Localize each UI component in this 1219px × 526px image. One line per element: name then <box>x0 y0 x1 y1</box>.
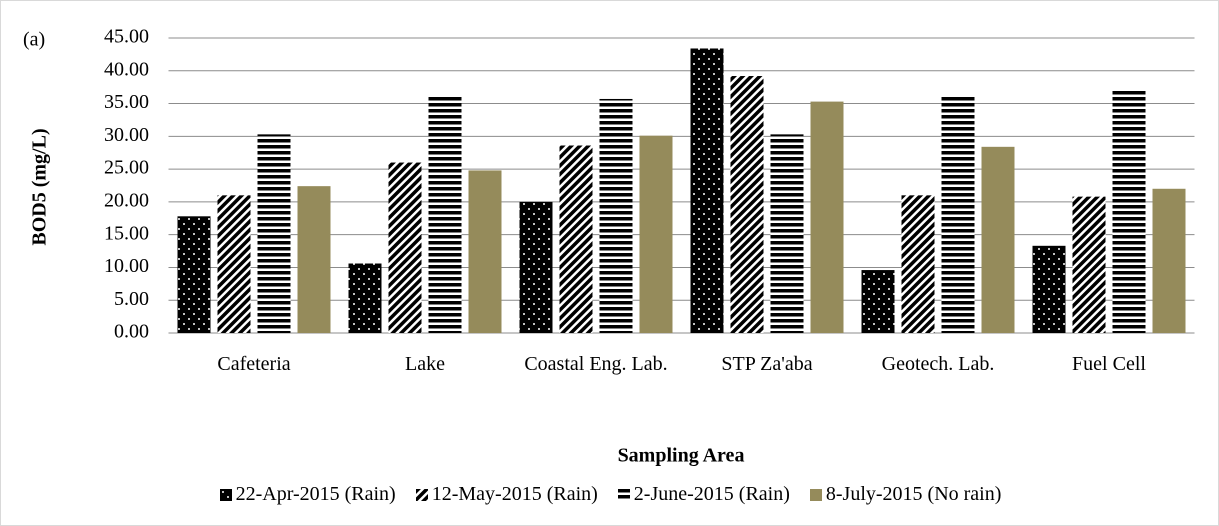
x-axis-label: Sampling Area <box>618 445 745 467</box>
legend-label: 12-May-2015 (Rain) <box>431 483 598 505</box>
bar <box>1072 196 1106 333</box>
legend-item: 12-May-2015 (Rain) <box>415 483 598 506</box>
bar <box>217 195 251 333</box>
bar <box>1032 245 1066 333</box>
bar <box>690 48 724 333</box>
x-tick-label: STP Za'aba <box>721 353 813 375</box>
bar <box>388 162 422 333</box>
legend-swatch-fill <box>415 488 428 501</box>
bar <box>1152 188 1186 333</box>
bar <box>428 97 462 333</box>
y-tick-label: 45.00 <box>104 26 149 48</box>
bar <box>901 195 935 333</box>
bar <box>348 263 382 333</box>
y-axis-label: BOD5 (mg/L) <box>29 128 51 245</box>
x-tick-label: Geotech. Lab. <box>881 353 995 375</box>
legend-item: 8-July-2015 (No rain) <box>809 483 1002 506</box>
y-tick-label: 30.00 <box>104 124 149 146</box>
y-tick-label: 10.00 <box>104 255 149 277</box>
legend-swatch <box>617 488 630 501</box>
bar <box>861 270 895 333</box>
bar <box>639 135 673 333</box>
x-tick-label: Lake <box>405 353 445 375</box>
legend-label: 8-July-2015 (No rain) <box>825 483 1002 505</box>
annotation: (a) <box>23 29 45 51</box>
legend-swatch-fill <box>809 488 822 501</box>
x-tick-label: Fuel Cell <box>1072 353 1146 375</box>
bar <box>177 216 211 333</box>
bar <box>559 145 593 333</box>
legend: 22-Apr-2015 (Rain) 12-May-2015 (Rain) 2-Ju… <box>1 483 1218 506</box>
legend-swatch <box>219 488 232 501</box>
bar <box>257 134 291 333</box>
x-tick-label: Cafeteria <box>217 353 291 375</box>
bar <box>981 146 1015 333</box>
legend-swatch <box>809 488 822 501</box>
legend-label: 22-Apr-2015 (Rain) <box>235 483 396 505</box>
legend-swatch <box>415 488 428 501</box>
bar <box>770 134 804 333</box>
y-tick-label: 20.00 <box>104 189 149 211</box>
x-tick-label: Coastal Eng. Lab. <box>524 353 668 375</box>
y-tick-label: 35.00 <box>104 91 149 113</box>
bar <box>730 76 764 334</box>
legend-swatch-fill <box>617 488 630 501</box>
y-tick-label: 40.00 <box>104 58 149 80</box>
y-tick-label: 5.00 <box>114 288 149 310</box>
y-tick-label: 25.00 <box>104 157 149 179</box>
bar <box>519 201 553 333</box>
y-tick-label: 15.00 <box>104 222 149 244</box>
bar <box>599 98 633 333</box>
legend-item: 2-June-2015 (Rain) <box>617 483 790 506</box>
legend-swatch-fill <box>219 488 232 501</box>
bar <box>297 186 331 333</box>
legend-label: 2-June-2015 (Rain) <box>633 483 790 505</box>
bar <box>810 101 844 333</box>
bar <box>468 170 502 333</box>
bar <box>941 96 975 333</box>
y-tick-label: 0.00 <box>114 321 149 343</box>
legend-item: 22-Apr-2015 (Rain) <box>219 483 396 506</box>
bar <box>1112 89 1146 333</box>
